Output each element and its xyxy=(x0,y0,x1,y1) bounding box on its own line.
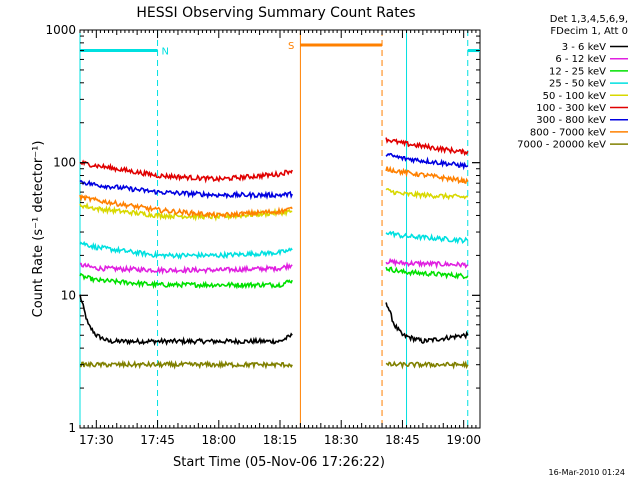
series-line-4-seg-0 xyxy=(79,202,293,222)
series-1 xyxy=(79,257,469,276)
y-axis-ticks: 1 10 100 1000 xyxy=(45,23,480,435)
series-line-1-seg-0 xyxy=(79,261,293,276)
y-axis-label: Count Rate (s⁻¹ detector⁻¹) xyxy=(31,141,46,318)
legend-label-0: 3 - 6 keV xyxy=(562,42,606,53)
series-6 xyxy=(79,152,469,201)
series-4 xyxy=(79,188,469,222)
series-line-6-seg-1 xyxy=(385,152,469,171)
series-line-6-seg-0 xyxy=(79,179,293,201)
legend-header-line-1: FDecim 1, Att 0 xyxy=(550,26,628,37)
x-tick-label-1: 17:45 xyxy=(140,433,175,447)
vertical-markers xyxy=(79,30,469,428)
y-tick-label-3: 1000 xyxy=(45,23,76,37)
legend-label-6: 300 - 800 keV xyxy=(536,115,606,126)
x-tick-label-0: 17:30 xyxy=(79,433,114,447)
series-5 xyxy=(79,137,469,184)
x-tick-label-5: 18:45 xyxy=(385,433,420,447)
series-3 xyxy=(79,230,469,261)
series-7 xyxy=(79,165,469,220)
chart-title: HESSI Observing Summary Count Rates xyxy=(136,5,415,21)
x-tick-label-4: 18:30 xyxy=(324,433,359,447)
series-line-0-seg-1 xyxy=(385,302,469,345)
series-line-2-seg-0 xyxy=(79,272,293,290)
x-axis-ticks: 17:30 17:45 18:00 18:15 18:30 18:45 19:00 xyxy=(79,30,481,447)
series-line-7-seg-1 xyxy=(385,165,469,185)
x-tick-label-6: 19:00 xyxy=(446,433,481,447)
series-line-2-seg-1 xyxy=(385,266,469,280)
series-layer xyxy=(79,137,469,370)
series-line-5-seg-1 xyxy=(385,137,469,157)
series-line-4-seg-1 xyxy=(385,188,469,201)
legend-label-8: 7000 - 20000 keV xyxy=(517,140,606,151)
series-8 xyxy=(79,359,469,370)
series-line-5-seg-0 xyxy=(79,159,293,184)
legend-label-5: 100 - 300 keV xyxy=(536,103,606,114)
legend-label-3: 25 - 50 keV xyxy=(549,79,606,90)
series-2 xyxy=(79,266,469,290)
legend-label-1: 6 - 12 keV xyxy=(555,54,606,65)
series-0 xyxy=(79,294,469,347)
y-tick-label-2: 100 xyxy=(53,156,76,170)
legend-label-2: 12 - 25 keV xyxy=(549,66,606,77)
x-axis-label: Start Time (05-Nov-06 17:26:22) xyxy=(173,455,385,470)
series-line-7-seg-0 xyxy=(79,194,293,220)
legend-header-line-0: Det 1,3,4,5,6,9, xyxy=(550,14,628,25)
series-line-3-seg-0 xyxy=(79,240,293,261)
series-line-0-seg-0 xyxy=(79,294,293,347)
series-line-8-seg-0 xyxy=(79,359,293,370)
annotation-label-1: S xyxy=(288,41,294,52)
x-tick-label-2: 18:00 xyxy=(201,433,236,447)
footer-timestamp: 16-Mar-2010 01:24 xyxy=(549,468,626,477)
legend: Det 1,3,4,5,6,9,FDecim 1, Att 0 3 - 6 keV… xyxy=(517,14,628,151)
annotation-label-0: N xyxy=(162,47,169,58)
x-tick-label-3: 18:15 xyxy=(263,433,298,447)
y-tick-label-0: 1 xyxy=(68,421,76,435)
series-line-8-seg-1 xyxy=(385,360,469,370)
legend-label-7: 800 - 7000 keV xyxy=(530,127,606,138)
legend-label-4: 50 - 100 keV xyxy=(543,91,607,102)
y-tick-label-1: 10 xyxy=(61,288,76,302)
series-line-1-seg-1 xyxy=(385,257,469,270)
series-line-3-seg-1 xyxy=(385,230,469,245)
